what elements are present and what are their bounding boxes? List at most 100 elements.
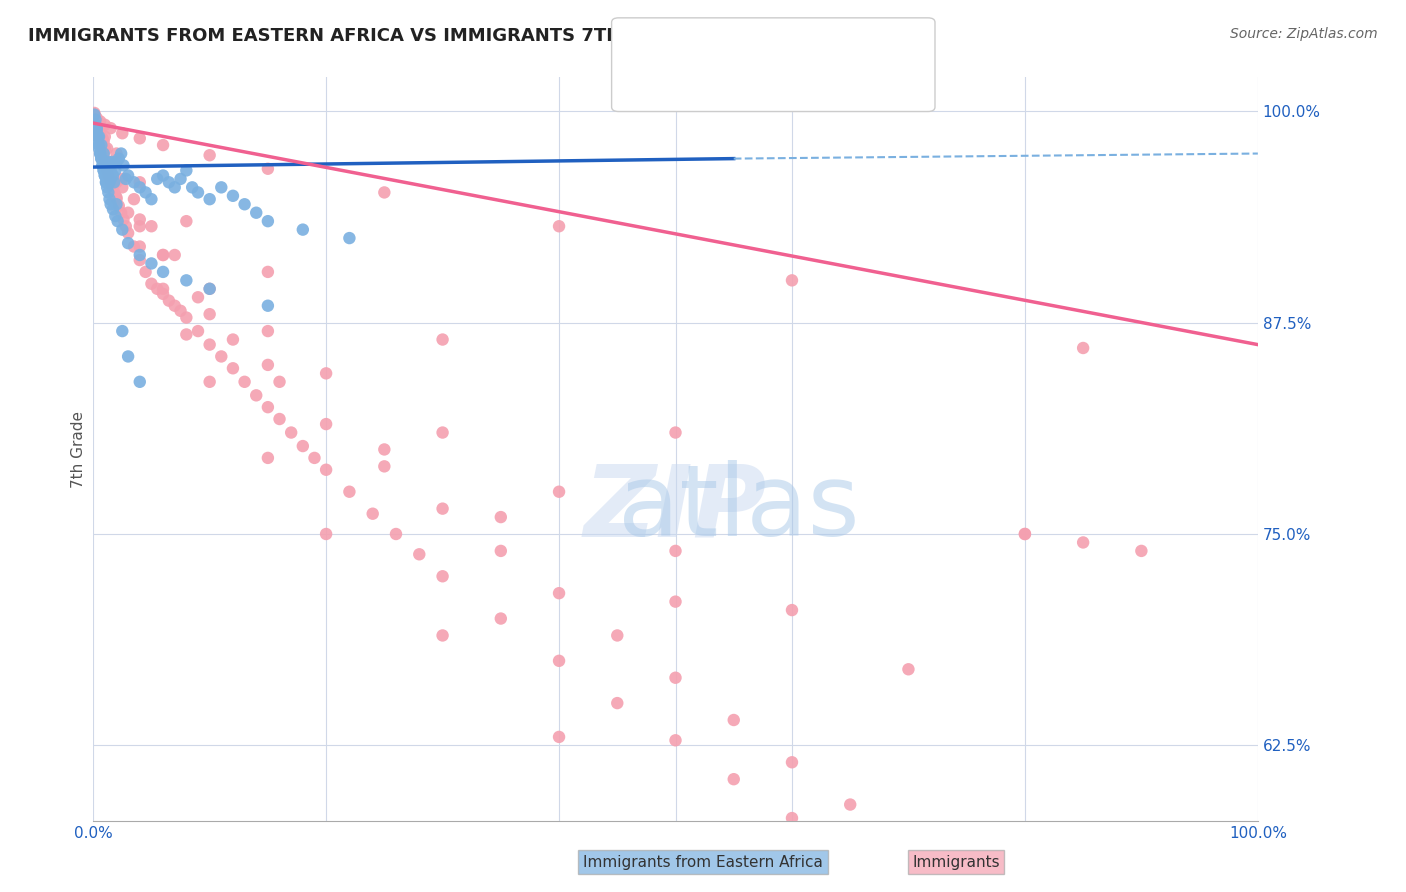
Point: [339, 231, 361, 245]
Point: [723, 713, 745, 727]
Point: [111, 222, 134, 236]
Point: [104, 189, 127, 203]
Point: [101, 155, 124, 169]
Point: [96, 155, 118, 169]
Point: [91, 158, 114, 172]
Point: [94, 118, 117, 132]
Point: [257, 161, 280, 176]
Point: [105, 155, 128, 169]
Point: [152, 248, 174, 262]
Point: [86, 118, 108, 132]
Point: [87, 141, 110, 155]
Point: [97, 169, 120, 183]
Point: [176, 327, 198, 342]
Point: [103, 155, 125, 169]
Point: [84, 118, 107, 132]
Point: [315, 417, 337, 431]
Point: [94, 129, 117, 144]
Point: [105, 192, 128, 206]
Point: [187, 186, 209, 200]
Point: [780, 756, 803, 770]
Point: [606, 696, 628, 710]
Point: [152, 169, 174, 183]
Point: [122, 192, 145, 206]
Point: [87, 123, 110, 137]
Point: [90, 152, 112, 166]
Point: [489, 510, 512, 524]
Point: [87, 118, 110, 132]
Point: [432, 333, 454, 347]
Point: [86, 121, 108, 136]
Point: [157, 293, 180, 308]
Text: Immigrants from Eastern Africa: Immigrants from Eastern Africa: [583, 855, 823, 870]
Point: [780, 603, 803, 617]
Point: [100, 172, 122, 186]
Point: [152, 248, 174, 262]
Point: [101, 202, 124, 217]
Point: [315, 367, 337, 381]
Point: [83, 106, 105, 120]
Point: [723, 772, 745, 787]
Point: [245, 388, 267, 402]
Point: [105, 175, 128, 189]
Point: [105, 146, 128, 161]
Point: [198, 307, 221, 321]
Point: [100, 175, 122, 189]
Point: [86, 114, 108, 128]
Point: [89, 114, 111, 128]
Point: [90, 152, 112, 166]
Point: [107, 199, 129, 213]
Point: [187, 290, 209, 304]
Point: [780, 273, 803, 287]
Point: [222, 361, 245, 376]
Point: [98, 172, 121, 186]
Point: [112, 158, 135, 172]
Point: [198, 375, 221, 389]
Text: R = -0.579   N= 160: R = -0.579 N= 160: [668, 76, 875, 94]
Point: [339, 484, 361, 499]
Point: [315, 527, 337, 541]
Point: [548, 586, 571, 600]
Point: [96, 180, 118, 194]
Text: R =  0.067   N=  81: R = 0.067 N= 81: [668, 37, 875, 55]
Point: [257, 299, 280, 313]
Text: atlas: atlas: [491, 460, 860, 558]
Point: [432, 425, 454, 440]
Point: [105, 197, 128, 211]
Point: [122, 239, 145, 253]
Point: [114, 219, 136, 234]
Point: [897, 839, 920, 854]
Point: [163, 248, 186, 262]
Point: [291, 439, 314, 453]
Point: [89, 124, 111, 138]
Point: [209, 350, 232, 364]
Point: [87, 129, 110, 144]
Point: [181, 180, 204, 194]
Point: [128, 212, 150, 227]
Point: [98, 175, 121, 189]
Point: [87, 128, 110, 142]
Point: [100, 163, 122, 178]
Point: [222, 189, 245, 203]
Point: [90, 138, 112, 153]
Point: [141, 219, 163, 234]
Point: [141, 192, 163, 206]
Point: [93, 163, 115, 178]
Point: [548, 654, 571, 668]
Point: [93, 163, 115, 178]
Point: [233, 197, 256, 211]
Point: [103, 186, 125, 200]
Point: [198, 192, 221, 206]
Text: IMMIGRANTS FROM EASTERN AFRICA VS IMMIGRANTS 7TH GRADE CORRELATION CHART: IMMIGRANTS FROM EASTERN AFRICA VS IMMIGR…: [28, 27, 918, 45]
Point: [432, 501, 454, 516]
Point: [269, 375, 291, 389]
Point: [96, 172, 118, 186]
Point: [90, 138, 112, 153]
Point: [135, 186, 157, 200]
Point: [839, 797, 862, 812]
Point: [956, 882, 979, 892]
Point: [94, 158, 117, 172]
Point: [209, 180, 232, 194]
Point: [105, 190, 128, 204]
Point: [100, 155, 122, 169]
